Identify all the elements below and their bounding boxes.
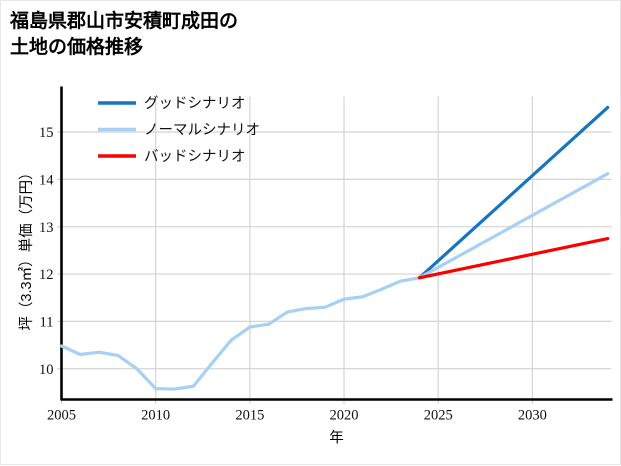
y-tick-label: 12: [39, 267, 54, 283]
x-tick-label: 2020: [330, 408, 359, 424]
axis-titles: 年 坪（3.3㎡）単価（万円）: [18, 165, 344, 446]
x-axis-title: 年: [329, 430, 344, 447]
y-tick-label: 11: [40, 315, 54, 331]
series-line-3: [417, 236, 610, 280]
series-line-0: [59, 276, 421, 391]
y-tick-label: 14: [39, 173, 54, 189]
x-gridlines: [60, 96, 533, 400]
x-tick-label: 2010: [141, 408, 170, 424]
data-series: [59, 105, 610, 391]
tick-labels: 10 11 12 13 14 15 2005 2010 2015 2020 2025 2030: [39, 125, 547, 423]
y-tick-label: 13: [39, 220, 54, 236]
title-line-1: 福島県郡山市安積町成田の: [10, 11, 239, 32]
x-tick-label: 2025: [424, 408, 453, 424]
legend-label-0: グッドシナリオ: [144, 95, 246, 112]
legend-label-2: バッドシナリオ: [144, 149, 246, 165]
y-tick-label: 10: [39, 362, 54, 378]
x-tick-label: 2030: [518, 408, 547, 424]
page-title: 福島県郡山市安積町成田の 土地の価格推移: [10, 9, 610, 61]
legend-label-1: ノーマルシナリオ: [144, 123, 260, 139]
series-line-1: [417, 105, 610, 280]
series-line-2: [417, 172, 610, 280]
x-tick-label: 2005: [47, 408, 76, 424]
x-tick-label: 2015: [235, 408, 264, 424]
y-tick-label: 15: [39, 125, 54, 141]
y-axis-title: 坪（3.3㎡）単価（万円）: [18, 165, 35, 330]
title-line-2: 土地の価格推移: [10, 37, 144, 58]
gridlines: [61, 131, 612, 370]
